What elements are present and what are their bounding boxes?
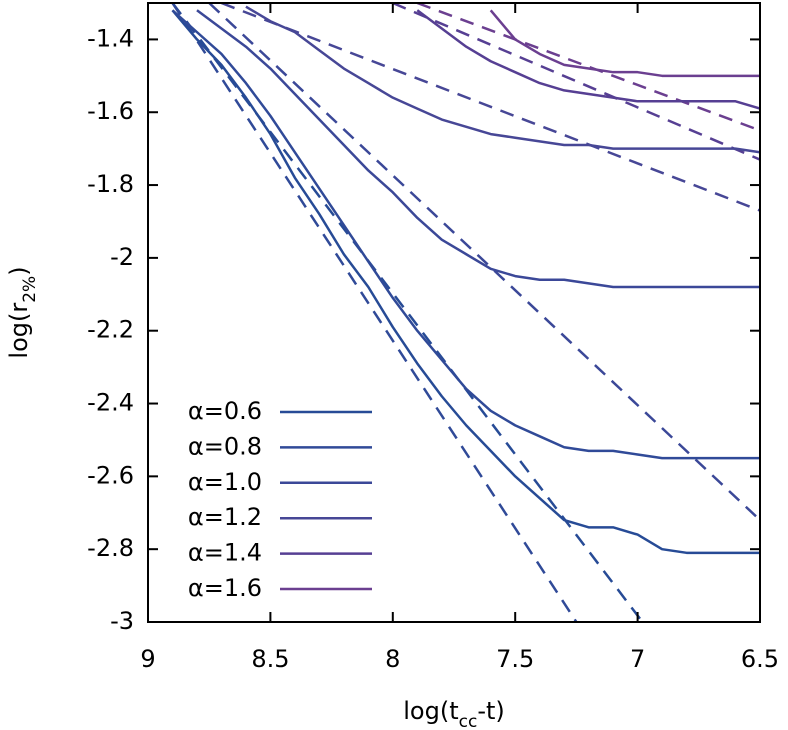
y-tick-label: -1.8 xyxy=(87,170,134,198)
x-tick-label: 7 xyxy=(630,645,645,673)
y-tick-label: -2.6 xyxy=(87,461,134,489)
fit-line xyxy=(416,3,760,132)
series-line xyxy=(416,9,760,110)
fit-line xyxy=(208,3,760,521)
fit-line xyxy=(220,3,760,212)
axes-frame xyxy=(147,2,761,623)
legend-label: α=1.4 xyxy=(188,539,262,567)
y-tick-label: -2 xyxy=(110,243,134,271)
legend-label: α=0.6 xyxy=(188,397,262,425)
y-tick-label: -1.6 xyxy=(87,97,134,125)
x-tick-label: 8.5 xyxy=(251,645,289,673)
legend-label: α=1.0 xyxy=(188,468,262,496)
x-tick-label: 9 xyxy=(140,645,155,673)
legend-label: α=0.8 xyxy=(188,432,262,460)
y-axis-label-part: 2% xyxy=(20,276,40,303)
y-tick-label: -2.2 xyxy=(87,316,134,344)
series-line xyxy=(196,9,760,289)
series-line xyxy=(171,9,760,555)
x-axis-label-part: -t) xyxy=(477,697,504,725)
y-axis-label: log(r2%) xyxy=(5,266,40,358)
x-axis-label-part: cc xyxy=(459,712,478,730)
series-line xyxy=(245,5,760,154)
y-axis-label-part: ) xyxy=(5,266,33,275)
x-tick-label: 7.5 xyxy=(496,645,534,673)
series-line xyxy=(171,9,760,460)
x-tick-label: 8 xyxy=(385,645,400,673)
series-line xyxy=(489,9,760,78)
legend-label: α=1.2 xyxy=(188,503,262,531)
y-tick-label: -1.4 xyxy=(87,24,134,52)
y-tick-label: -2.8 xyxy=(87,534,134,562)
x-axis-label: log(tcc-t) xyxy=(403,697,505,730)
y-tick-label: -3 xyxy=(110,607,134,635)
fit-line xyxy=(171,3,578,622)
y-tick-label: -2.4 xyxy=(87,389,134,417)
fit-line xyxy=(392,3,760,161)
x-tick-label: 6.5 xyxy=(741,645,779,673)
legend-label: α=1.6 xyxy=(188,574,262,602)
y-axis-label-part: log(r xyxy=(5,303,33,359)
x-axis-label-part: log(t xyxy=(403,697,458,725)
plot-area xyxy=(171,3,760,622)
